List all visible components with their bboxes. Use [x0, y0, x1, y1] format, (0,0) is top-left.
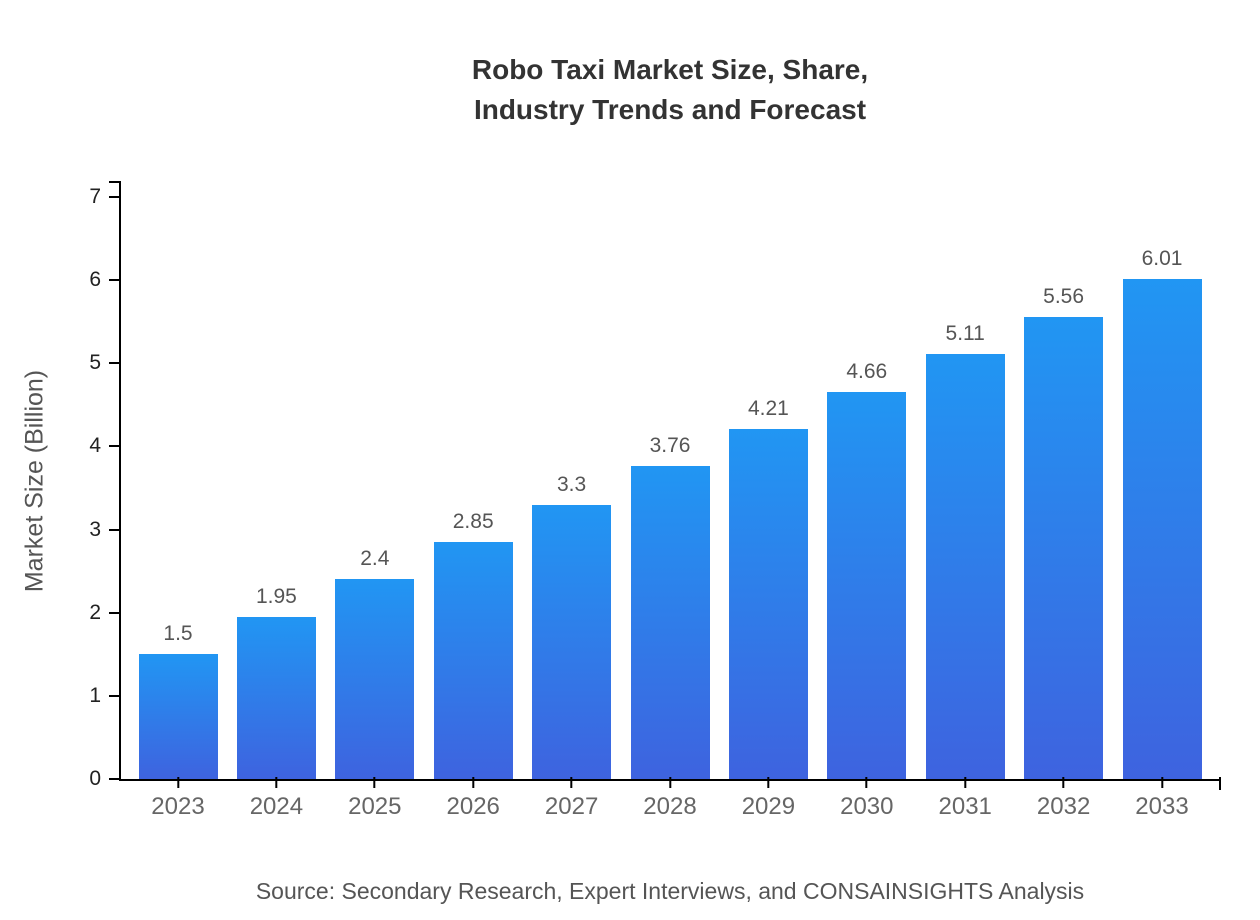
x-tick-mark [373, 777, 376, 788]
bar-value-label: 4.21 [747, 396, 789, 420]
y-tick-label: 2 [89, 600, 101, 624]
x-tick: 2033 [1135, 777, 1189, 821]
x-tick: 2030 [840, 777, 894, 821]
x-tick: 2024 [249, 777, 304, 821]
x-tick: 2032 [1036, 777, 1091, 821]
x-tick-mark [668, 777, 671, 788]
bar: 3.76 [630, 434, 710, 779]
x-tick-mark [1160, 777, 1163, 788]
y-tick: 5 [89, 351, 121, 375]
x-tick-label: 2027 [544, 793, 599, 820]
bar-value-label: 2.4 [360, 547, 390, 571]
y-tick-label: 1 [89, 683, 101, 707]
y-tick: 4 [89, 434, 121, 458]
bar-value-label: 4.66 [846, 359, 888, 383]
y-axis-end-cap [109, 181, 121, 183]
x-tick-label: 2033 [1135, 793, 1189, 820]
bar-value-label: 1.95 [255, 584, 297, 608]
y-tick: 3 [89, 518, 121, 542]
x-tick-mark [176, 777, 179, 788]
y-tick-label: 0 [89, 767, 101, 790]
bar: 2.4 [335, 547, 415, 779]
x-tick-label: 2028 [643, 793, 697, 820]
bar: 4.21 [728, 397, 808, 779]
chart-title: Robo Taxi Market Size, Share, Industry T… [472, 50, 868, 130]
x-tick-label: 2024 [249, 793, 304, 820]
y-tick: 2 [89, 601, 121, 625]
x-tick-label: 2032 [1036, 793, 1091, 820]
x-tick: 2026 [446, 777, 500, 821]
y-tick: 6 [89, 268, 121, 292]
bar: 4.66 [827, 360, 907, 779]
x-axis-end-cap [1219, 777, 1221, 790]
bar: 3.3 [532, 473, 612, 779]
y-tick-mark [109, 196, 121, 199]
y-tick-label: 5 [89, 351, 101, 375]
x-tick-mark [570, 777, 573, 788]
x-tick: 2031 [938, 777, 992, 821]
y-tick: 7 [89, 185, 121, 209]
chart-title-line2: Industry Trends and Forecast [473, 94, 867, 125]
plot-area: 0 1 2 3 4 5 6 7 1.5 2023 1.95 2024 2.4 2025 2.85 2026 3.… [89, 181, 1221, 820]
bar-value-label: 3.3 [556, 472, 587, 496]
y-tick: 0 [89, 767, 121, 791]
bar: 5.56 [1024, 285, 1104, 779]
bar-value-label: 5.56 [1043, 284, 1085, 308]
bar-value-label: 6.01 [1141, 247, 1183, 271]
x-tick: 2025 [348, 777, 402, 821]
x-tick: 2029 [741, 777, 796, 821]
y-axis-title: Market Size (Billion) [20, 369, 49, 593]
bar-value-label: 2.85 [452, 510, 494, 534]
bar: 5.11 [925, 322, 1005, 779]
chart-title-line1: Robo Taxi Market Size, Share, [471, 54, 869, 85]
x-tick-label: 2026 [446, 793, 500, 820]
y-tick-mark [109, 778, 121, 780]
y-tick-label: 6 [89, 268, 101, 292]
x-tick: 2023 [151, 777, 205, 821]
x-tick-label: 2023 [151, 793, 205, 820]
x-tick-mark [865, 777, 868, 788]
x-tick-label: 2030 [840, 793, 894, 820]
bar-value-label: 1.5 [163, 622, 193, 646]
x-tick-mark [767, 777, 770, 788]
bar-value-label: 5.11 [945, 322, 985, 346]
x-tick-mark [964, 777, 967, 788]
x-tick-mark [1062, 777, 1065, 788]
y-tick: 1 [89, 684, 121, 708]
y-tick-mark [109, 279, 121, 282]
bar: 1.95 [236, 585, 316, 779]
bar: 1.5 [138, 622, 218, 779]
x-tick-mark [275, 777, 278, 788]
x-tick-mark [472, 777, 475, 788]
x-tick-label: 2031 [938, 793, 992, 820]
bar: 2.85 [433, 510, 513, 779]
y-tick-mark [109, 362, 121, 365]
x-tick: 2028 [643, 777, 697, 821]
y-tick-label: 7 [89, 185, 101, 209]
x-tick: 2027 [544, 777, 599, 821]
y-tick-mark [109, 611, 121, 614]
bar-value-label: 3.76 [649, 434, 691, 458]
bar: 6.01 [1122, 247, 1202, 779]
y-tick-mark [109, 528, 121, 531]
source-note: Source: Secondary Research, Expert Inter… [255, 878, 1085, 904]
y-tick-mark [109, 694, 121, 697]
x-tick-label: 2029 [741, 793, 796, 820]
x-tick-label: 2025 [348, 793, 402, 820]
y-tick-label: 3 [89, 517, 101, 541]
y-tick-mark [109, 445, 121, 448]
y-tick-label: 4 [89, 434, 101, 458]
